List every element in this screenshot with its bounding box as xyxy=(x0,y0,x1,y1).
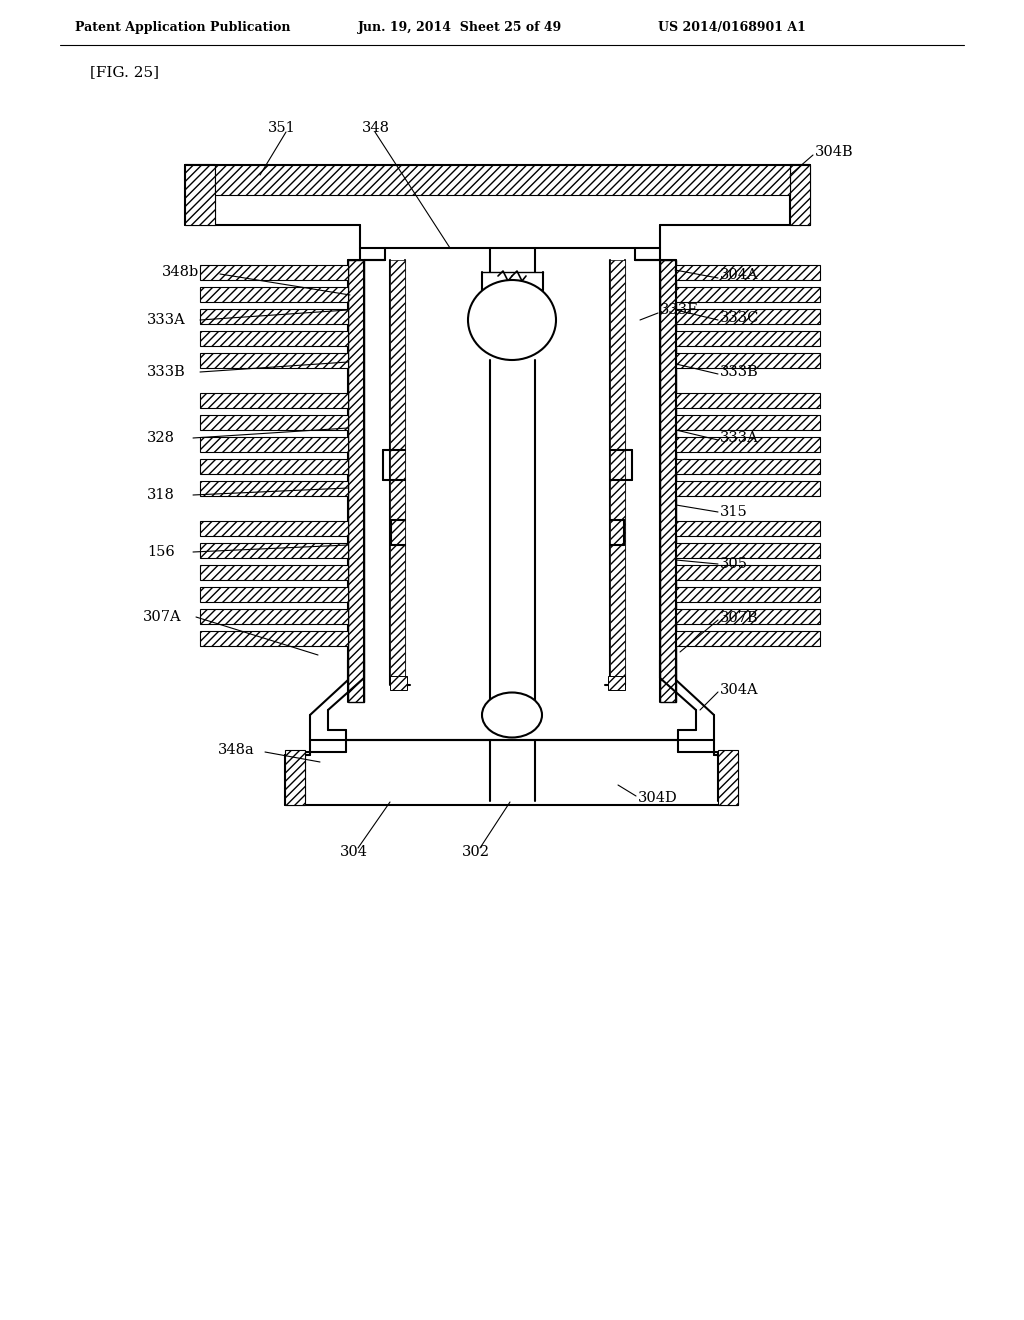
Text: Patent Application Publication: Patent Application Publication xyxy=(75,21,291,34)
Text: 328: 328 xyxy=(147,432,175,445)
Text: 348a: 348a xyxy=(218,743,255,756)
Text: 307A: 307A xyxy=(143,610,181,624)
Text: 302: 302 xyxy=(462,845,490,859)
Text: 333A: 333A xyxy=(720,432,759,445)
Bar xyxy=(676,631,820,645)
Text: 333B: 333B xyxy=(147,366,185,379)
Bar xyxy=(200,437,348,451)
Bar xyxy=(676,459,820,474)
Bar xyxy=(200,543,348,558)
Text: 304D: 304D xyxy=(638,791,678,805)
Bar xyxy=(390,260,406,685)
Bar xyxy=(676,309,820,323)
Text: 333C: 333C xyxy=(720,312,760,325)
Bar xyxy=(676,265,820,280)
Text: 333A: 333A xyxy=(147,313,185,327)
Bar xyxy=(200,480,348,496)
Bar xyxy=(676,414,820,430)
Bar xyxy=(718,750,738,805)
Bar xyxy=(676,521,820,536)
Bar xyxy=(676,286,820,302)
Bar xyxy=(200,393,348,408)
Text: 304B: 304B xyxy=(815,145,854,158)
Text: 156: 156 xyxy=(147,545,175,558)
Bar xyxy=(676,565,820,579)
Text: 307B: 307B xyxy=(720,611,759,624)
Bar xyxy=(200,265,348,280)
Bar xyxy=(790,165,810,224)
Bar xyxy=(348,260,364,702)
Text: 315: 315 xyxy=(720,506,748,519)
Bar xyxy=(608,676,625,690)
Text: 348b: 348b xyxy=(162,265,200,279)
Bar xyxy=(200,459,348,474)
Bar xyxy=(200,565,348,579)
Bar xyxy=(200,286,348,302)
Text: 304A: 304A xyxy=(720,682,759,697)
Bar xyxy=(285,750,305,805)
Bar xyxy=(676,352,820,368)
Bar xyxy=(676,331,820,346)
Bar xyxy=(200,521,348,536)
Bar xyxy=(200,609,348,624)
Bar xyxy=(676,543,820,558)
Text: 304: 304 xyxy=(340,845,368,859)
Bar xyxy=(676,587,820,602)
Bar xyxy=(390,676,407,690)
Bar xyxy=(185,165,215,224)
Bar xyxy=(200,587,348,602)
Bar xyxy=(200,352,348,368)
Text: [FIG. 25]: [FIG. 25] xyxy=(90,65,159,79)
Ellipse shape xyxy=(482,693,542,738)
Text: 333B: 333B xyxy=(720,366,759,379)
Text: 333F: 333F xyxy=(660,304,698,317)
Bar xyxy=(200,631,348,645)
Bar xyxy=(676,437,820,451)
Bar xyxy=(215,165,790,195)
Bar xyxy=(200,331,348,346)
Text: 318: 318 xyxy=(147,488,175,502)
Text: 351: 351 xyxy=(268,121,296,135)
Text: Jun. 19, 2014  Sheet 25 of 49: Jun. 19, 2014 Sheet 25 of 49 xyxy=(358,21,562,34)
Bar xyxy=(676,480,820,496)
Ellipse shape xyxy=(468,280,556,360)
Bar xyxy=(660,260,676,702)
Bar xyxy=(200,414,348,430)
Text: US 2014/0168901 A1: US 2014/0168901 A1 xyxy=(658,21,806,34)
Bar xyxy=(676,609,820,624)
Bar xyxy=(676,393,820,408)
Text: 305: 305 xyxy=(720,557,748,572)
Text: 304A: 304A xyxy=(720,268,759,282)
Bar xyxy=(200,309,348,323)
Bar xyxy=(610,260,625,685)
Text: 348: 348 xyxy=(362,121,390,135)
